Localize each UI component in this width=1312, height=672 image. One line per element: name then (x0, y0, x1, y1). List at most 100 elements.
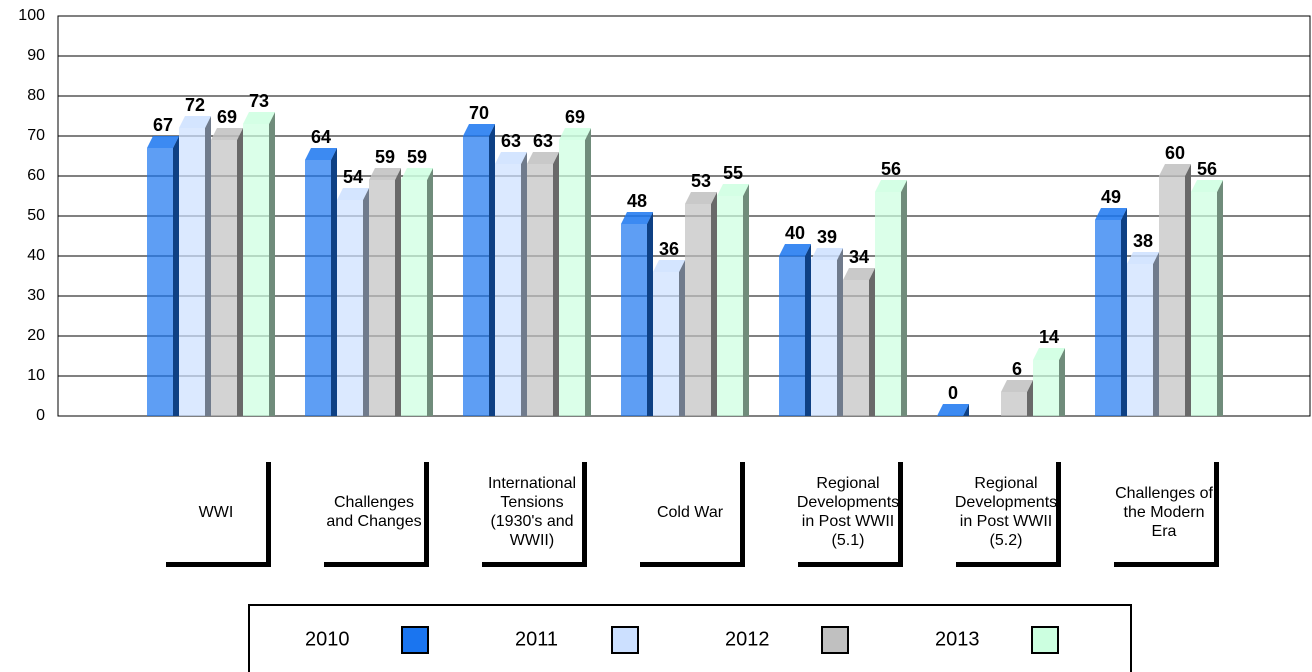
bar (811, 248, 843, 416)
bar-side (679, 260, 685, 416)
x-tick-label: Challenges and Changes (324, 462, 429, 567)
bar-side-shade (679, 260, 685, 416)
bar-side-shade (173, 136, 179, 416)
bar (211, 128, 243, 416)
data-label: 6 (1012, 359, 1022, 379)
y-tick-label: 50 (27, 207, 45, 224)
bar-side-shade (1059, 348, 1065, 416)
bar (495, 152, 527, 416)
bar-side-shade (553, 152, 559, 416)
bar-top (1127, 252, 1159, 264)
bar (369, 168, 401, 416)
bar (843, 268, 875, 416)
bar-front (811, 260, 837, 416)
bar-front (211, 140, 237, 416)
bar-side-shade (901, 180, 907, 416)
bar-top (211, 128, 243, 140)
bar-side-shade (1121, 208, 1127, 416)
bar-top (527, 152, 559, 164)
bar-top (685, 192, 717, 204)
bar-top (305, 148, 337, 160)
bar-front (1095, 220, 1121, 416)
bar (779, 244, 811, 416)
bar-side (363, 188, 369, 416)
data-label: 69 (565, 107, 585, 127)
data-label: 48 (627, 191, 647, 211)
bar-top (559, 128, 591, 140)
bar-side (869, 268, 875, 416)
data-label: 54 (343, 167, 363, 187)
y-tick-label: 90 (27, 47, 45, 64)
bar-side (521, 152, 527, 416)
y-tick-label: 40 (27, 247, 45, 264)
bar-front (527, 164, 553, 416)
bar-side (237, 128, 243, 416)
data-label: 34 (849, 247, 869, 267)
data-label: 0 (948, 383, 958, 403)
bar-front (621, 224, 647, 416)
bar (147, 136, 179, 416)
bar-side (269, 112, 275, 416)
data-label: 56 (881, 159, 901, 179)
bar-side-shade (837, 248, 843, 416)
bar-front (495, 164, 521, 416)
bar-top (463, 124, 495, 136)
x-tick-label: Regional Developments in Post WWII (5.2) (955, 462, 1061, 567)
x-tick-label: Regional Developments in Post WWII (5.1) (797, 462, 903, 567)
bar-side (427, 168, 433, 416)
data-label: 39 (817, 227, 837, 247)
y-tick-label: 100 (18, 7, 45, 24)
bar-side (743, 184, 749, 416)
bar-side (395, 168, 401, 416)
bar (559, 128, 591, 416)
bar-side-shade (363, 188, 369, 416)
data-label: 38 (1133, 231, 1153, 251)
bar-front (653, 272, 679, 416)
bar (1033, 348, 1065, 416)
legend-swatch (1031, 626, 1059, 654)
bar-side-shade (1185, 164, 1191, 416)
bar-side (1185, 164, 1191, 416)
bar-top (843, 268, 875, 280)
bar-top (937, 404, 969, 416)
legend-swatch (821, 626, 849, 654)
bar-top (653, 260, 685, 272)
bar-side-shade (237, 128, 243, 416)
data-label: 70 (469, 103, 489, 123)
bar-top (811, 248, 843, 260)
data-label: 67 (153, 115, 173, 135)
data-label: 53 (691, 171, 711, 191)
bar-side-shade (585, 128, 591, 416)
bar-top (243, 112, 275, 124)
bar-front (305, 160, 331, 416)
bar-top (779, 244, 811, 256)
bar-front (843, 280, 869, 416)
y-tick-label: 20 (27, 327, 45, 344)
bar (653, 260, 685, 416)
x-tick-label: WWI (166, 462, 271, 567)
data-label: 69 (217, 107, 237, 127)
bar-side (901, 180, 907, 416)
bar-side (205, 116, 211, 416)
y-tick-label: 10 (27, 367, 45, 384)
bar-side-shade (711, 192, 717, 416)
bar-side-shade (205, 116, 211, 416)
bar-top (179, 116, 211, 128)
bar-front (1001, 392, 1027, 416)
bar (1159, 164, 1191, 416)
bar-side (553, 152, 559, 416)
bar (875, 180, 907, 416)
bar-front (243, 124, 269, 416)
bar-side (711, 192, 717, 416)
bar-top (147, 136, 179, 148)
legend-label: 2013 (935, 628, 980, 650)
bar-side (837, 248, 843, 416)
bar-top (717, 184, 749, 196)
legend-swatch (611, 626, 639, 654)
bar (337, 188, 369, 416)
bar-side-shade (521, 152, 527, 416)
bar-side-shade (427, 168, 433, 416)
bar-top (495, 152, 527, 164)
bar (1191, 180, 1223, 416)
